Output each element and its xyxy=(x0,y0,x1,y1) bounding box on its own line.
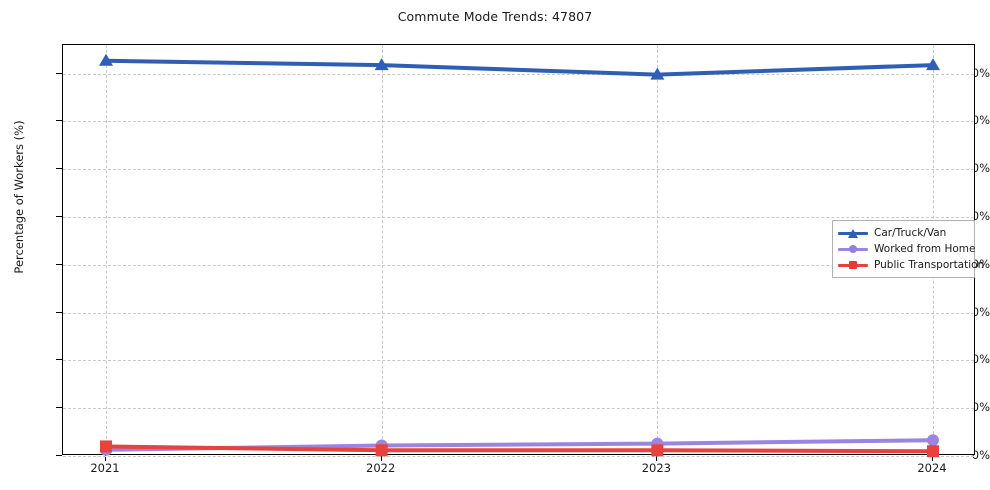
legend-label-public-transportation: Public Transportation xyxy=(874,259,985,271)
y-axis-tick-mark xyxy=(56,407,62,409)
gridline-vertical xyxy=(657,45,659,454)
gridline-horizontal xyxy=(63,312,974,314)
chart-legend[interactable]: Car/Truck/Van Worked from Home Public Tr… xyxy=(832,220,984,278)
y-axis-label: Percentage of Workers (%) xyxy=(12,120,26,274)
y-axis-tick-mark xyxy=(56,311,62,313)
chart-title: Commute Mode Trends: 47807 xyxy=(397,9,593,24)
y-axis-tick-mark xyxy=(56,72,62,74)
series-lines xyxy=(99,53,940,458)
x-axis-tick-label: 2023 xyxy=(641,461,671,475)
x-axis-tick-mark xyxy=(656,455,658,461)
series-marker xyxy=(99,53,113,66)
gridline-horizontal xyxy=(63,121,974,123)
x-axis-tick-mark xyxy=(932,455,933,461)
series-marker xyxy=(100,440,112,453)
gridline-horizontal xyxy=(63,408,974,410)
series-marker xyxy=(927,445,939,458)
series-marker xyxy=(926,58,940,71)
legend-item-worked-from-home[interactable]: Worked from Home xyxy=(838,241,975,257)
gridline-vertical xyxy=(381,45,383,454)
gridline-horizontal xyxy=(63,169,974,171)
x-axis-tick-mark xyxy=(380,455,382,461)
series-marker xyxy=(927,434,939,447)
x-axis-tick-label: 2022 xyxy=(366,461,396,475)
gridline-horizontal xyxy=(63,360,974,362)
gridline-horizontal xyxy=(63,264,974,266)
legend-swatch-worked-from-home xyxy=(838,242,868,256)
x-axis-tick-label: 2021 xyxy=(90,461,120,475)
x-axis-tick-mark xyxy=(105,455,106,461)
gridline-vertical xyxy=(106,45,107,454)
legend-label-worked-from-home: Worked from Home xyxy=(874,243,976,255)
legend-swatch-car-truck-van xyxy=(838,226,868,240)
legend-item-car-truck-van[interactable]: Car/Truck/Van xyxy=(838,225,969,241)
y-axis-tick-mark xyxy=(56,455,62,456)
y-axis-tick-mark xyxy=(56,120,62,122)
gridline-horizontal xyxy=(63,73,974,75)
legend-label-car-truck-van: Car/Truck/Van xyxy=(874,227,947,239)
legend-swatch-public-transportation xyxy=(838,258,868,272)
series-marker xyxy=(374,58,389,71)
legend-item-public-transportation[interactable]: Public Transportation xyxy=(838,257,984,273)
plot-area xyxy=(62,44,975,458)
series-marker xyxy=(651,444,664,457)
gridline-horizontal xyxy=(63,217,974,219)
x-axis-tick-label: 2024 xyxy=(917,461,947,475)
y-axis-tick-mark xyxy=(56,216,62,218)
y-axis-tick-mark xyxy=(56,168,62,170)
series-marker xyxy=(375,444,388,457)
y-axis-tick-label: 0% xyxy=(971,448,990,462)
y-axis-tick-mark xyxy=(56,263,62,265)
y-axis-tick-mark xyxy=(56,359,62,361)
series-line xyxy=(104,444,935,454)
series-line xyxy=(104,58,935,77)
series-marker xyxy=(650,67,665,80)
gridline-horizontal xyxy=(63,456,974,457)
